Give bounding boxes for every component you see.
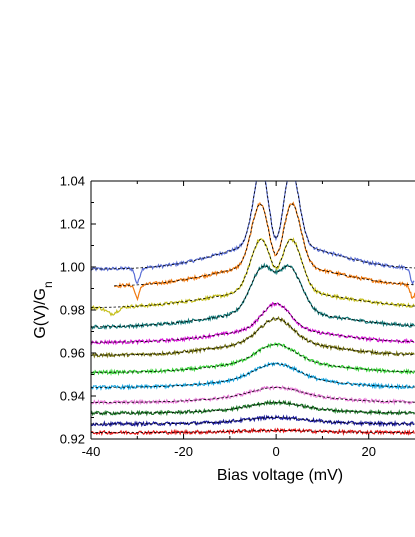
fit-line-7 [91, 343, 415, 373]
fit-layer [91, 181, 415, 433]
fit-line-6 [91, 318, 415, 356]
y-tick-label: 1.00 [60, 260, 85, 275]
y-axis-title-main: G(V)/G [32, 288, 49, 339]
x-tick-label: -20 [174, 444, 193, 459]
series-line-8 [91, 361, 415, 391]
y-tick-label: 0.98 [60, 303, 85, 318]
series-line-4 [91, 262, 415, 331]
y-tick-label: 0.94 [60, 389, 85, 404]
y-tick-label: 0.96 [60, 346, 85, 361]
fit-line-1 [91, 181, 415, 270]
y-tick-label: 1.02 [60, 217, 85, 232]
series-line-7 [91, 342, 415, 377]
series-line-12 [91, 427, 415, 437]
fit-line-5 [91, 303, 415, 343]
series-line-1 [91, 181, 415, 286]
series-line-10 [91, 399, 415, 417]
fit-line-10 [91, 402, 415, 414]
x-tick-label: 20 [361, 444, 375, 459]
y-axis-title: G(V)/Gn [32, 281, 55, 338]
fit-line-3 [91, 239, 415, 308]
series-line-6 [91, 315, 415, 359]
fit-line-9 [91, 386, 415, 403]
series-line-2 [114, 201, 415, 302]
labels-layer: Bias voltage (mV) G(V)/Gn [32, 281, 343, 484]
series-line-11 [91, 414, 415, 428]
y-tick-label: 0.92 [60, 432, 85, 447]
x-axis-title: Bias voltage (mV) [217, 467, 343, 484]
fit-line-8 [91, 363, 415, 388]
y-tick-label: 1.04 [60, 174, 85, 189]
y-axis-title-sub: n [41, 281, 55, 288]
series-layer [91, 181, 415, 437]
fit-line-11 [91, 417, 415, 425]
fit-line-2 [114, 203, 415, 287]
x-tick-label: 0 [273, 444, 280, 459]
series-line-5 [91, 301, 415, 346]
fit-line-4 [91, 265, 415, 328]
fit-line-12 [91, 430, 415, 433]
series-line-9 [91, 385, 415, 406]
x-tick-label: -40 [82, 444, 101, 459]
axes-layer: 0.92 0.94 0.96 0.98 1.00 1.02 1.04 -40 -20 0 20 [60, 174, 415, 459]
